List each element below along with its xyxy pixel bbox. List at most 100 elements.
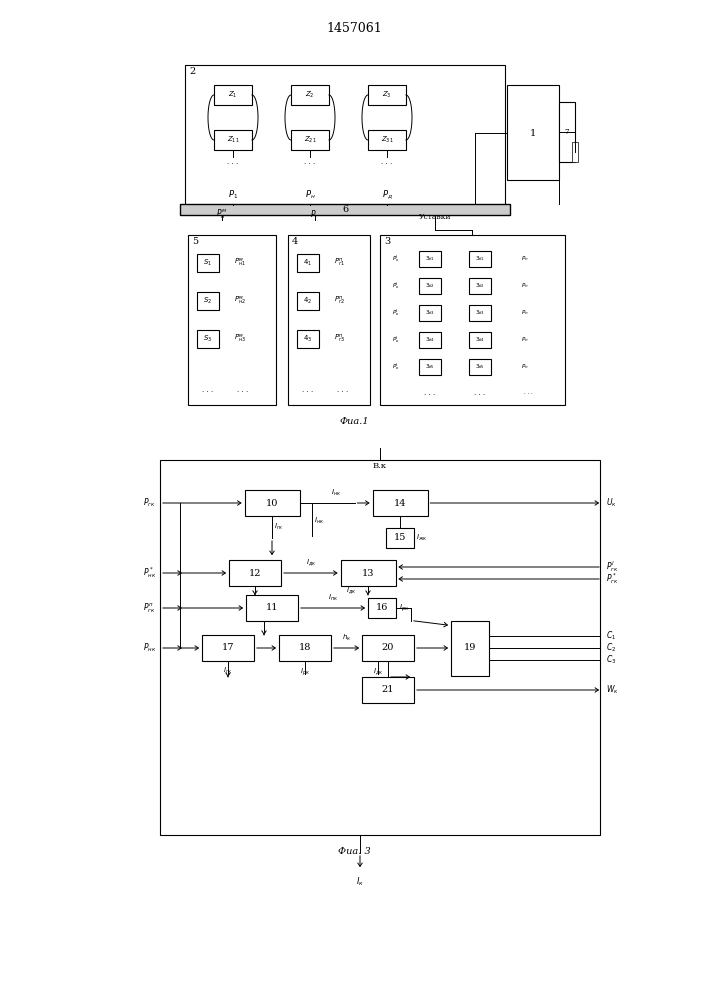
Text: 2: 2 — [189, 68, 195, 77]
Text: . . .: . . . — [474, 389, 486, 397]
Bar — [419, 278, 441, 294]
Text: $P_{гк}^l$: $P_{гк}^l$ — [606, 560, 619, 574]
Text: $P_п$: $P_п$ — [521, 363, 529, 371]
Bar — [214, 85, 252, 105]
Text: . . .: . . . — [303, 386, 314, 394]
Text: $I_{нк}$: $I_{нк}$ — [331, 488, 341, 498]
Text: 20: 20 — [382, 644, 395, 652]
Text: $4_1$: $4_1$ — [303, 258, 312, 268]
Text: $I_{жк}$: $I_{жк}$ — [416, 533, 428, 543]
Text: 10: 10 — [266, 498, 278, 508]
Text: $Z_3$: $Z_3$ — [382, 90, 392, 100]
Text: $P_{нк}$: $P_{нк}$ — [143, 642, 156, 654]
Text: $P_п$: $P_п$ — [521, 255, 529, 263]
Bar — [419, 251, 441, 267]
Text: $3_{б1}$: $3_{б1}$ — [425, 255, 435, 263]
Text: $C_2$: $C_2$ — [606, 642, 617, 654]
Bar — [362, 635, 414, 661]
Bar — [229, 560, 281, 586]
Text: $I_{дк}$: $I_{дк}$ — [373, 666, 383, 677]
Bar — [214, 130, 252, 150]
Text: $3_{б5}$: $3_{б5}$ — [475, 363, 485, 371]
Text: . . .: . . . — [228, 158, 239, 166]
Bar — [297, 330, 319, 348]
Text: . . .: . . . — [305, 158, 315, 166]
Bar — [419, 359, 441, 375]
Bar — [288, 235, 370, 405]
Bar — [245, 490, 300, 516]
Text: 4: 4 — [292, 237, 298, 246]
Text: $4_3$: $4_3$ — [303, 334, 312, 344]
Text: $I_{пк}$: $I_{пк}$ — [328, 593, 338, 603]
Text: $P_д$: $P_д$ — [382, 189, 392, 201]
Text: 12: 12 — [249, 568, 262, 578]
Text: $P_{г1}^п$: $P_{г1}^п$ — [334, 257, 346, 269]
Text: $P_к^l$: $P_к^l$ — [392, 335, 400, 345]
Text: $P_п$: $P_п$ — [521, 282, 529, 290]
Bar — [341, 560, 395, 586]
Text: $I_{нк}$: $I_{нк}$ — [313, 515, 324, 526]
Text: 19: 19 — [464, 644, 477, 652]
Text: . . .: . . . — [524, 390, 532, 395]
Text: $I_{рк}$: $I_{рк}$ — [399, 602, 409, 614]
Text: $C_3$: $C_3$ — [606, 654, 617, 666]
Text: $3_{б4}$: $3_{б4}$ — [475, 336, 485, 344]
Text: $Z_{31}$: $Z_{31}$ — [380, 135, 393, 145]
Text: $C_1$: $C_1$ — [606, 630, 617, 642]
Text: $P_к^l$: $P_к^l$ — [392, 254, 400, 264]
Bar — [368, 130, 406, 150]
Text: $P_г$: $P_г$ — [310, 209, 320, 221]
Bar — [188, 235, 276, 405]
Text: $I_к$: $I_к$ — [356, 875, 364, 888]
Text: $P_{нк}^*$: $P_{нк}^*$ — [143, 566, 156, 580]
Bar — [279, 635, 331, 661]
Bar — [197, 254, 219, 272]
Bar — [246, 595, 298, 621]
Bar — [386, 528, 414, 548]
Bar — [507, 85, 559, 180]
Text: $h_к$: $h_к$ — [341, 633, 351, 643]
Text: . . .: . . . — [424, 389, 436, 397]
Text: $P_{гк}^п$: $P_{гк}^п$ — [144, 601, 156, 615]
Text: $3_{б5}$: $3_{б5}$ — [425, 363, 435, 371]
Bar — [469, 305, 491, 321]
Text: $3_{б1}$: $3_{б1}$ — [475, 255, 485, 263]
Text: $4_2$: $4_2$ — [303, 296, 312, 306]
Text: 21: 21 — [382, 686, 395, 694]
Bar — [368, 598, 396, 618]
Text: $P_к^l$: $P_к^l$ — [392, 281, 400, 291]
Text: 11: 11 — [266, 603, 279, 612]
Text: $P_{г3}^п$: $P_{г3}^п$ — [334, 333, 346, 345]
Bar — [197, 292, 219, 310]
Text: $3_{б2}$: $3_{б2}$ — [425, 282, 435, 290]
Bar — [469, 278, 491, 294]
Text: $U_к$: $U_к$ — [606, 497, 617, 509]
Bar — [419, 305, 441, 321]
Text: $S_1$: $S_1$ — [204, 258, 213, 268]
Text: $P_к^l$: $P_к^l$ — [392, 308, 400, 318]
Text: $3_{б2}$: $3_{б2}$ — [475, 282, 485, 290]
Text: 16: 16 — [376, 603, 388, 612]
Text: $P_н$: $P_н$ — [305, 189, 315, 201]
Text: $3_{б4}$: $3_{б4}$ — [425, 336, 435, 344]
Bar — [469, 332, 491, 348]
Text: Фиа. 3: Фиа. 3 — [338, 848, 370, 856]
Text: . . .: . . . — [238, 386, 249, 394]
Bar — [368, 85, 406, 105]
Text: $P_{г2}^п$: $P_{г2}^п$ — [334, 295, 346, 307]
Text: $I_{гк}$: $I_{гк}$ — [223, 666, 233, 676]
Text: $3_{б3}$: $3_{б3}$ — [425, 309, 435, 317]
Text: $S_2$: $S_2$ — [204, 296, 213, 306]
Bar — [469, 251, 491, 267]
Bar — [291, 85, 329, 105]
Text: $Z_{21}$: $Z_{21}$ — [303, 135, 316, 145]
Bar — [373, 490, 428, 516]
Text: $I_{дк}$: $I_{дк}$ — [346, 585, 356, 596]
Bar — [297, 292, 319, 310]
Text: . . .: . . . — [202, 386, 214, 394]
Text: $P_{н3}^м$: $P_{н3}^м$ — [234, 333, 246, 345]
Text: $P_{н2}^м$: $P_{н2}^м$ — [234, 295, 246, 307]
Text: $I_{рк}$: $I_{рк}$ — [300, 666, 310, 678]
Bar — [202, 635, 254, 661]
Text: $Z_{11}$: $Z_{11}$ — [227, 135, 240, 145]
